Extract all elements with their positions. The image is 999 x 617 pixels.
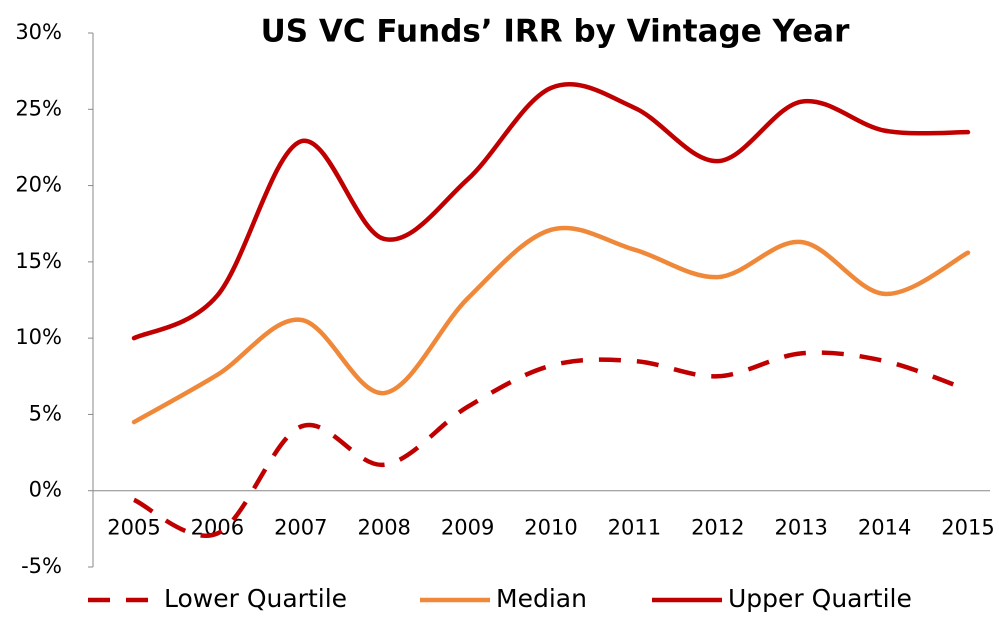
- x-tick-label: 2011: [608, 516, 661, 540]
- x-tick-label: 2007: [274, 516, 327, 540]
- x-tick-label: 2005: [107, 516, 160, 540]
- series-line: [131, 81, 971, 341]
- chart-title: US VC Funds’ IRR by Vintage Year: [261, 14, 851, 50]
- y-tick-label: 25%: [15, 96, 62, 120]
- series-line: [131, 225, 971, 425]
- x-tick-label: 2015: [941, 516, 994, 540]
- y-tick-label: 10%: [15, 325, 62, 349]
- y-tick-label: -5%: [21, 554, 62, 578]
- y-tick-label: 15%: [15, 249, 62, 273]
- legend-label: Median: [496, 584, 587, 613]
- series-line: [133, 350, 969, 538]
- x-tick-label: 2010: [524, 516, 577, 540]
- x-tick-label: 2013: [774, 516, 827, 540]
- legend-label: Lower Quartile: [164, 584, 347, 613]
- y-tick-label: 20%: [15, 173, 62, 197]
- x-tick-label: 2008: [357, 516, 410, 540]
- legend-label: Upper Quartile: [728, 584, 912, 613]
- y-tick-label: 0%: [29, 478, 62, 502]
- y-tick-label: 5%: [29, 401, 62, 425]
- x-tick-label: 2012: [691, 516, 744, 540]
- x-tick-label: 2014: [858, 516, 911, 540]
- x-tick-label: 2009: [441, 516, 494, 540]
- y-tick-label: 30%: [15, 20, 62, 44]
